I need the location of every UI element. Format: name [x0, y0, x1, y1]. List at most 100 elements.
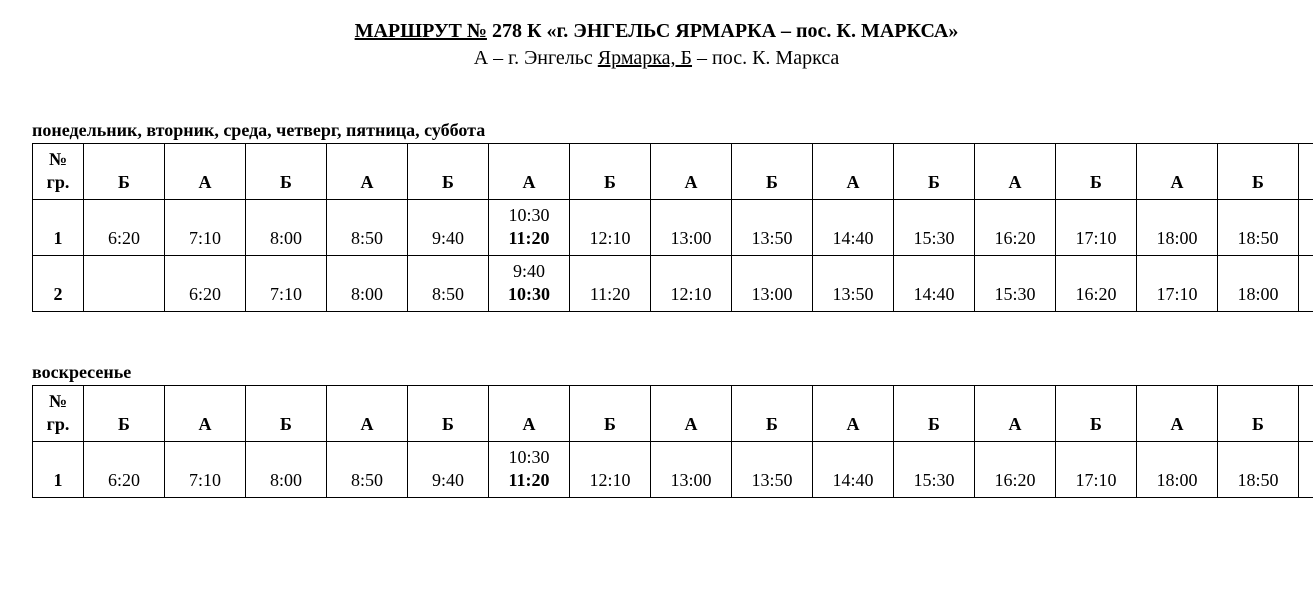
time-cell: 18:00 [1137, 442, 1218, 498]
time-value: 14:40 [896, 283, 972, 306]
time-value: 19:30 [1301, 446, 1313, 469]
time-value: 15:30 [896, 469, 972, 492]
time-value: 18:00 [1220, 283, 1296, 306]
time-value: 18:50 [1301, 260, 1313, 283]
time-cell: 10:3011:20 [489, 442, 570, 498]
time-cell: 15:30 [894, 200, 975, 256]
time-value: 18:00 [1139, 227, 1215, 250]
header-col-3: А [327, 386, 408, 442]
time-cell: 14:40 [813, 200, 894, 256]
time-value: 14:40 [815, 469, 891, 492]
schedule-section: понедельник, вторник, среда, четверг, пя… [20, 120, 1293, 312]
time-cell: 13:00 [651, 442, 732, 498]
stop-a-label: А [474, 47, 488, 69]
time-cell: 13:00 [732, 256, 813, 312]
header-num: №гр. [33, 386, 84, 442]
time-value: 14:40 [815, 227, 891, 250]
time-cell: 10:3011:20 [489, 200, 570, 256]
time-value: 8:50 [410, 283, 486, 306]
time-cell: 15:30 [975, 256, 1056, 312]
time-value: 18:50 [1220, 469, 1296, 492]
time-cell: 19:30 [1299, 442, 1313, 498]
time-cell: 11:20 [570, 256, 651, 312]
row-num: 1 [33, 442, 84, 498]
header-col-7: А [651, 386, 732, 442]
time-value: 11:20 [491, 227, 567, 250]
time-value: 9:40 [491, 260, 567, 283]
stop-a-underlined: Ярмарка, Б [598, 47, 692, 69]
header-col-1: А [165, 386, 246, 442]
time-cell: 8:50 [327, 442, 408, 498]
time-value: 16:20 [977, 469, 1053, 492]
route-title: МАРШРУТ № 278 К «г. ЭНГЕЛЬС ЯРМАРКА – по… [20, 20, 1293, 43]
time-cell: 9:40 [408, 442, 489, 498]
time-value: 8:00 [329, 283, 405, 306]
time-value: 12:10 [653, 283, 729, 306]
title-block: МАРШРУТ № 278 К «г. ЭНГЕЛЬС ЯРМАРКА – по… [20, 20, 1293, 70]
time-cell: 7:10 [165, 200, 246, 256]
header-col-11: А [975, 144, 1056, 200]
header-col-0: Б [84, 144, 165, 200]
time-value: 6:20 [86, 227, 162, 250]
sections-host: понедельник, вторник, среда, четверг, пя… [20, 120, 1293, 498]
schedule-table: №гр.БАБАБАБАБАБАБАБА16:207:108:008:509:4… [32, 385, 1313, 498]
time-cell: 13:50 [732, 442, 813, 498]
schedule-table: №гр.БАБАБАБАБАБАБАБА16:207:108:008:509:4… [32, 143, 1313, 312]
time-cell: 8:50 [408, 256, 489, 312]
header-col-13: А [1137, 386, 1218, 442]
header-col-15: А [1299, 386, 1313, 442]
header-col-5: А [489, 144, 570, 200]
stop-b-plain: – пос. К. Маркса [692, 47, 839, 69]
time-value: 15:30 [896, 227, 972, 250]
row-num: 1 [33, 200, 84, 256]
time-value: 16:20 [1058, 283, 1134, 306]
header-col-1: А [165, 144, 246, 200]
time-value: 8:00 [248, 227, 324, 250]
time-value: 7:10 [167, 469, 243, 492]
time-cell: 16:20 [1056, 256, 1137, 312]
time-value: 13:50 [815, 283, 891, 306]
time-value: 6:20 [167, 283, 243, 306]
time-value: 17:10 [1058, 227, 1134, 250]
route-label: МАРШРУТ № [355, 20, 487, 42]
header-col-6: Б [570, 144, 651, 200]
time-value: 10:30 [491, 204, 567, 227]
time-cell: 13:50 [732, 200, 813, 256]
time-cell: 12:10 [651, 256, 732, 312]
time-value: 8:50 [329, 469, 405, 492]
header-col-11: А [975, 386, 1056, 442]
time-value: 12:10 [572, 227, 648, 250]
time-value: 7:10 [248, 283, 324, 306]
time-value: 13:50 [734, 469, 810, 492]
header-num: №гр. [33, 144, 84, 200]
time-cell [84, 256, 165, 312]
time-cell: 14:40 [894, 256, 975, 312]
time-value: 15:30 [977, 283, 1053, 306]
header-col-9: А [813, 386, 894, 442]
header-col-6: Б [570, 386, 651, 442]
time-cell: 8:50 [327, 200, 408, 256]
time-cell: 16:20 [975, 200, 1056, 256]
time-cell: 8:00 [246, 442, 327, 498]
time-value: 17:10 [1139, 283, 1215, 306]
header-col-4: Б [408, 386, 489, 442]
route-name: 278 К «г. ЭНГЕЛЬС ЯРМАРКА – пос. К. МАРК… [487, 20, 958, 42]
time-value: 13:00 [653, 227, 729, 250]
header-col-10: Б [894, 386, 975, 442]
time-cell: 19:30 [1299, 200, 1313, 256]
time-value: 8:00 [248, 469, 324, 492]
header-col-9: А [813, 144, 894, 200]
schedule-section: воскресенье№гр.БАБАБАБАБАБАБАБА16:207:10… [20, 362, 1293, 498]
time-cell: 17:10 [1056, 200, 1137, 256]
time-value: 9:40 [410, 227, 486, 250]
time-cell: 12:10 [570, 442, 651, 498]
header-col-7: А [651, 144, 732, 200]
time-value: 11:20 [491, 469, 567, 492]
time-cell: 8:00 [246, 200, 327, 256]
time-value: 17:10 [1058, 469, 1134, 492]
time-cell: 7:10 [246, 256, 327, 312]
time-cell: 15:30 [894, 442, 975, 498]
time-cell: 6:20 [84, 442, 165, 498]
time-cell: 12:10 [570, 200, 651, 256]
header-col-0: Б [84, 386, 165, 442]
